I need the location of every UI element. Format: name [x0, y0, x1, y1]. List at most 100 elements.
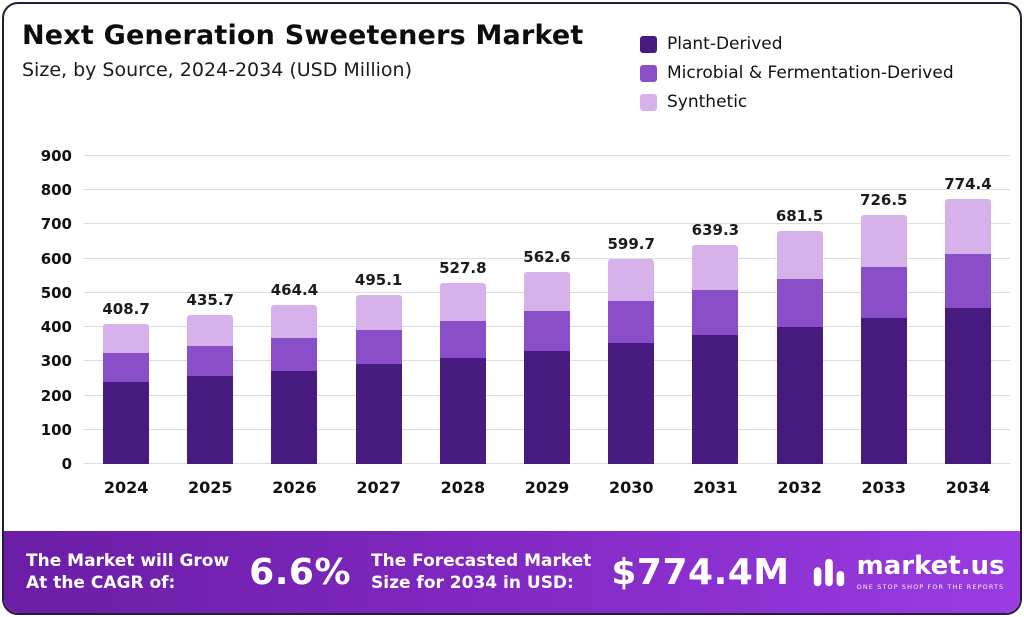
cagr-label: The Market will Grow At the CAGR of: — [26, 550, 229, 594]
bar-column: 639.3 — [673, 156, 757, 464]
bar-segment-synthetic — [524, 271, 571, 312]
bar-stack — [776, 230, 823, 464]
bar-column: 435.7 — [168, 156, 252, 464]
bar-segment-synthetic — [692, 245, 739, 291]
y-axis-tick-label: 100 — [40, 420, 72, 439]
bar-segment-microbial-fermentation-derived — [860, 266, 907, 318]
y-axis-tick-label: 0 — [61, 455, 72, 473]
y-axis-tick-label: 600 — [40, 249, 72, 268]
bar-stack — [103, 324, 150, 464]
bar-value-label: 527.8 — [439, 259, 487, 278]
y-axis-tick-label: 900 — [40, 147, 72, 165]
page-title: Next Generation Sweeteners Market — [22, 20, 584, 51]
bar-segment-microbial-fermentation-derived — [944, 253, 991, 308]
bar-segment-plant-derived — [271, 370, 318, 464]
bar-column: 774.4 — [926, 156, 1010, 464]
x-axis-label: 2024 — [103, 478, 149, 497]
bar-value-label: 639.3 — [691, 221, 740, 240]
brand-text: market.us ONE STOP SHOP FOR THE REPORTS — [857, 553, 1005, 591]
cagr-label-line2: At the CAGR of: — [26, 573, 176, 593]
forecast-value: $774.4M — [611, 551, 790, 593]
x-axis-label: 2029 — [524, 478, 570, 497]
bar-stack — [860, 215, 907, 464]
y-axis-tick-label: 800 — [40, 181, 72, 200]
x-axis-label: 2030 — [608, 478, 654, 497]
bar-value-label: 435.7 — [186, 290, 234, 309]
bar-segment-plant-derived — [944, 307, 991, 464]
bar-segment-microbial-fermentation-derived — [608, 300, 655, 344]
legend-label: Microbial & Fermentation-Derived — [667, 63, 954, 83]
bar-value-label: 408.7 — [102, 300, 150, 319]
legend-item: Synthetic — [640, 92, 954, 112]
bar-segment-synthetic — [860, 215, 907, 267]
bar-column: 464.4 — [252, 156, 336, 464]
bar-segment-microbial-fermentation-derived — [692, 290, 739, 336]
y-axis-tick-label: 400 — [40, 318, 72, 337]
legend-item: Microbial & Fermentation-Derived — [640, 63, 954, 83]
footer-banner: The Market will Grow At the CAGR of: 6.6… — [4, 531, 1020, 613]
bar-segment-microbial-fermentation-derived — [271, 338, 318, 371]
bar-segment-microbial-fermentation-derived — [103, 353, 150, 382]
bar-segment-microbial-fermentation-derived — [524, 311, 571, 351]
bar-segment-synthetic — [187, 314, 234, 346]
legend-swatch-icon — [640, 35, 657, 53]
bar-segment-plant-derived — [355, 364, 402, 464]
bar-column: 726.5 — [842, 156, 926, 464]
gridline — [84, 223, 1010, 225]
marketus-logo-icon — [813, 558, 844, 587]
bar-stack — [944, 199, 991, 464]
bar-segment-microbial-fermentation-derived — [776, 278, 823, 327]
bar-column: 527.8 — [421, 156, 505, 464]
bar-segment-plant-derived — [439, 357, 486, 464]
brand-tagline: ONE STOP SHOP FOR THE REPORTS — [856, 583, 1005, 591]
bar-stack — [692, 245, 739, 464]
bar-segment-plant-derived — [608, 343, 655, 464]
y-axis-tick-label: 200 — [40, 386, 72, 405]
bar-segment-microbial-fermentation-derived — [187, 345, 234, 377]
gridline — [84, 155, 1010, 156]
gridline — [84, 257, 1010, 259]
bar-segment-plant-derived — [776, 326, 823, 464]
bar-stack — [355, 294, 402, 464]
gridline — [84, 189, 1010, 191]
x-axis-label: 2032 — [777, 478, 822, 497]
bar-column: 562.6 — [505, 156, 589, 464]
y-axis-tick-label: 300 — [40, 352, 72, 371]
x-axis-label: 2027 — [356, 478, 401, 497]
bar-column: 408.7 — [84, 156, 168, 464]
bar-value-label: 599.7 — [607, 234, 655, 253]
x-axis-label: 2026 — [272, 478, 317, 497]
forecast-label-line1: The Forecasted Market — [371, 550, 592, 571]
bar-stack — [187, 314, 234, 464]
legend-swatch-icon — [640, 93, 657, 111]
bar-stack — [524, 271, 571, 464]
bar-segment-synthetic — [103, 324, 150, 354]
bar-segment-synthetic — [355, 294, 402, 330]
bar-value-label: 464.4 — [270, 281, 319, 300]
bar-value-label: 495.1 — [354, 270, 403, 289]
bar-segment-synthetic — [608, 258, 655, 301]
forecast-label-line2: Size for 2034 in USD: — [371, 573, 574, 593]
bar-segment-plant-derived — [524, 350, 571, 464]
bar-segment-plant-derived — [692, 335, 739, 464]
bar-segment-synthetic — [439, 283, 486, 321]
legend-swatch-icon — [640, 64, 657, 82]
bar-segment-plant-derived — [860, 317, 907, 464]
bar-column: 681.5 — [758, 156, 842, 464]
bar-stack — [439, 283, 486, 464]
bar-segment-plant-derived — [103, 381, 150, 464]
bar-segment-synthetic — [271, 305, 318, 339]
legend: Plant-Derived Microbial & Fermentation-De… — [640, 34, 954, 112]
legend-label: Synthetic — [667, 92, 748, 112]
x-axis-label: 2031 — [693, 478, 738, 497]
bar-value-label: 681.5 — [775, 206, 824, 225]
bar-segment-plant-derived — [187, 376, 234, 464]
bar-segment-microbial-fermentation-derived — [439, 320, 486, 358]
cagr-label-line1: The Market will Grow — [26, 550, 230, 571]
chart-subtitle: Size, by Source, 2024-2034 (USD Million) — [22, 59, 413, 81]
bar-stack — [271, 305, 318, 464]
bar-column: 599.7 — [589, 156, 673, 464]
bar-value-label: 726.5 — [860, 191, 908, 210]
chart-header: Next Generation Sweeteners Market Size, … — [22, 20, 584, 81]
